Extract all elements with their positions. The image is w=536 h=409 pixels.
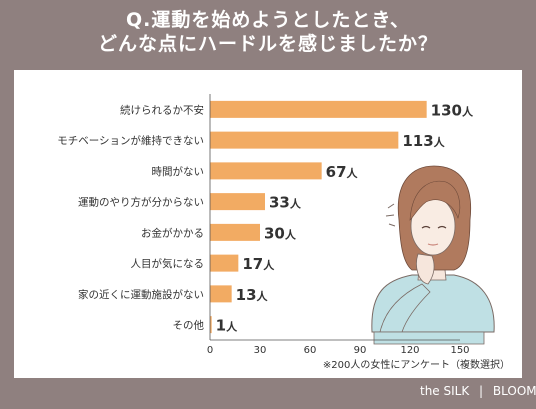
- bar: [210, 285, 232, 303]
- category-label: 運動のやり方が分からない: [78, 196, 204, 209]
- x-tick-label: 90: [354, 345, 367, 356]
- x-tick-label: 60: [304, 345, 317, 356]
- x-tick-label: 120: [400, 345, 419, 356]
- bar: [210, 131, 399, 149]
- category-label: 続けられるか不安: [120, 103, 204, 116]
- value-label: 30人: [264, 224, 297, 242]
- bar: [210, 162, 322, 180]
- value-label: 33人: [269, 194, 302, 212]
- category-label: 時間がない: [152, 165, 205, 178]
- value-label: 1人: [216, 317, 238, 335]
- chart-card: 続けられるか不安 130人モチベーションが維持できない 113人時間がない 67人運動…: [14, 70, 522, 378]
- survey-note: ※200人の女性にアンケート（複数選択）: [323, 358, 510, 371]
- bar: [210, 316, 212, 334]
- category-label: 家の近くに運動施設がない: [78, 288, 204, 301]
- chart-title: Q.運動を始めようとしたとき、 どんな点にハードルを感じましたか？: [0, 8, 536, 56]
- x-tick-label: 150: [450, 345, 469, 356]
- category-label: モチベーションが維持できない: [57, 134, 204, 147]
- thinking-woman-illustration: [371, 165, 495, 345]
- value-label: 67人: [326, 163, 359, 181]
- brand-right: BLOOM: [492, 384, 536, 398]
- brand-logo: the SILK | BLOOM: [420, 384, 536, 398]
- title-line-1: Q.運動を始めようとしたとき、: [125, 9, 411, 31]
- x-tick-label: 30: [254, 345, 267, 356]
- brand-separator: |: [479, 384, 484, 398]
- x-tick-label: 0: [207, 345, 213, 356]
- category-label: 人目が気になる: [131, 257, 205, 270]
- bar: [210, 223, 260, 241]
- brand-left: the SILK: [420, 384, 470, 398]
- category-label: お金がかかる: [141, 226, 204, 239]
- bar: [210, 254, 239, 272]
- value-label: 113人: [402, 132, 445, 150]
- bar: [210, 100, 427, 118]
- value-label: 130人: [431, 101, 474, 119]
- category-label: その他: [173, 319, 205, 332]
- value-label: 13人: [236, 286, 269, 304]
- value-label: 17人: [242, 255, 275, 273]
- title-line-2: どんな点にハードルを感じましたか？: [97, 33, 438, 55]
- bar: [210, 193, 265, 211]
